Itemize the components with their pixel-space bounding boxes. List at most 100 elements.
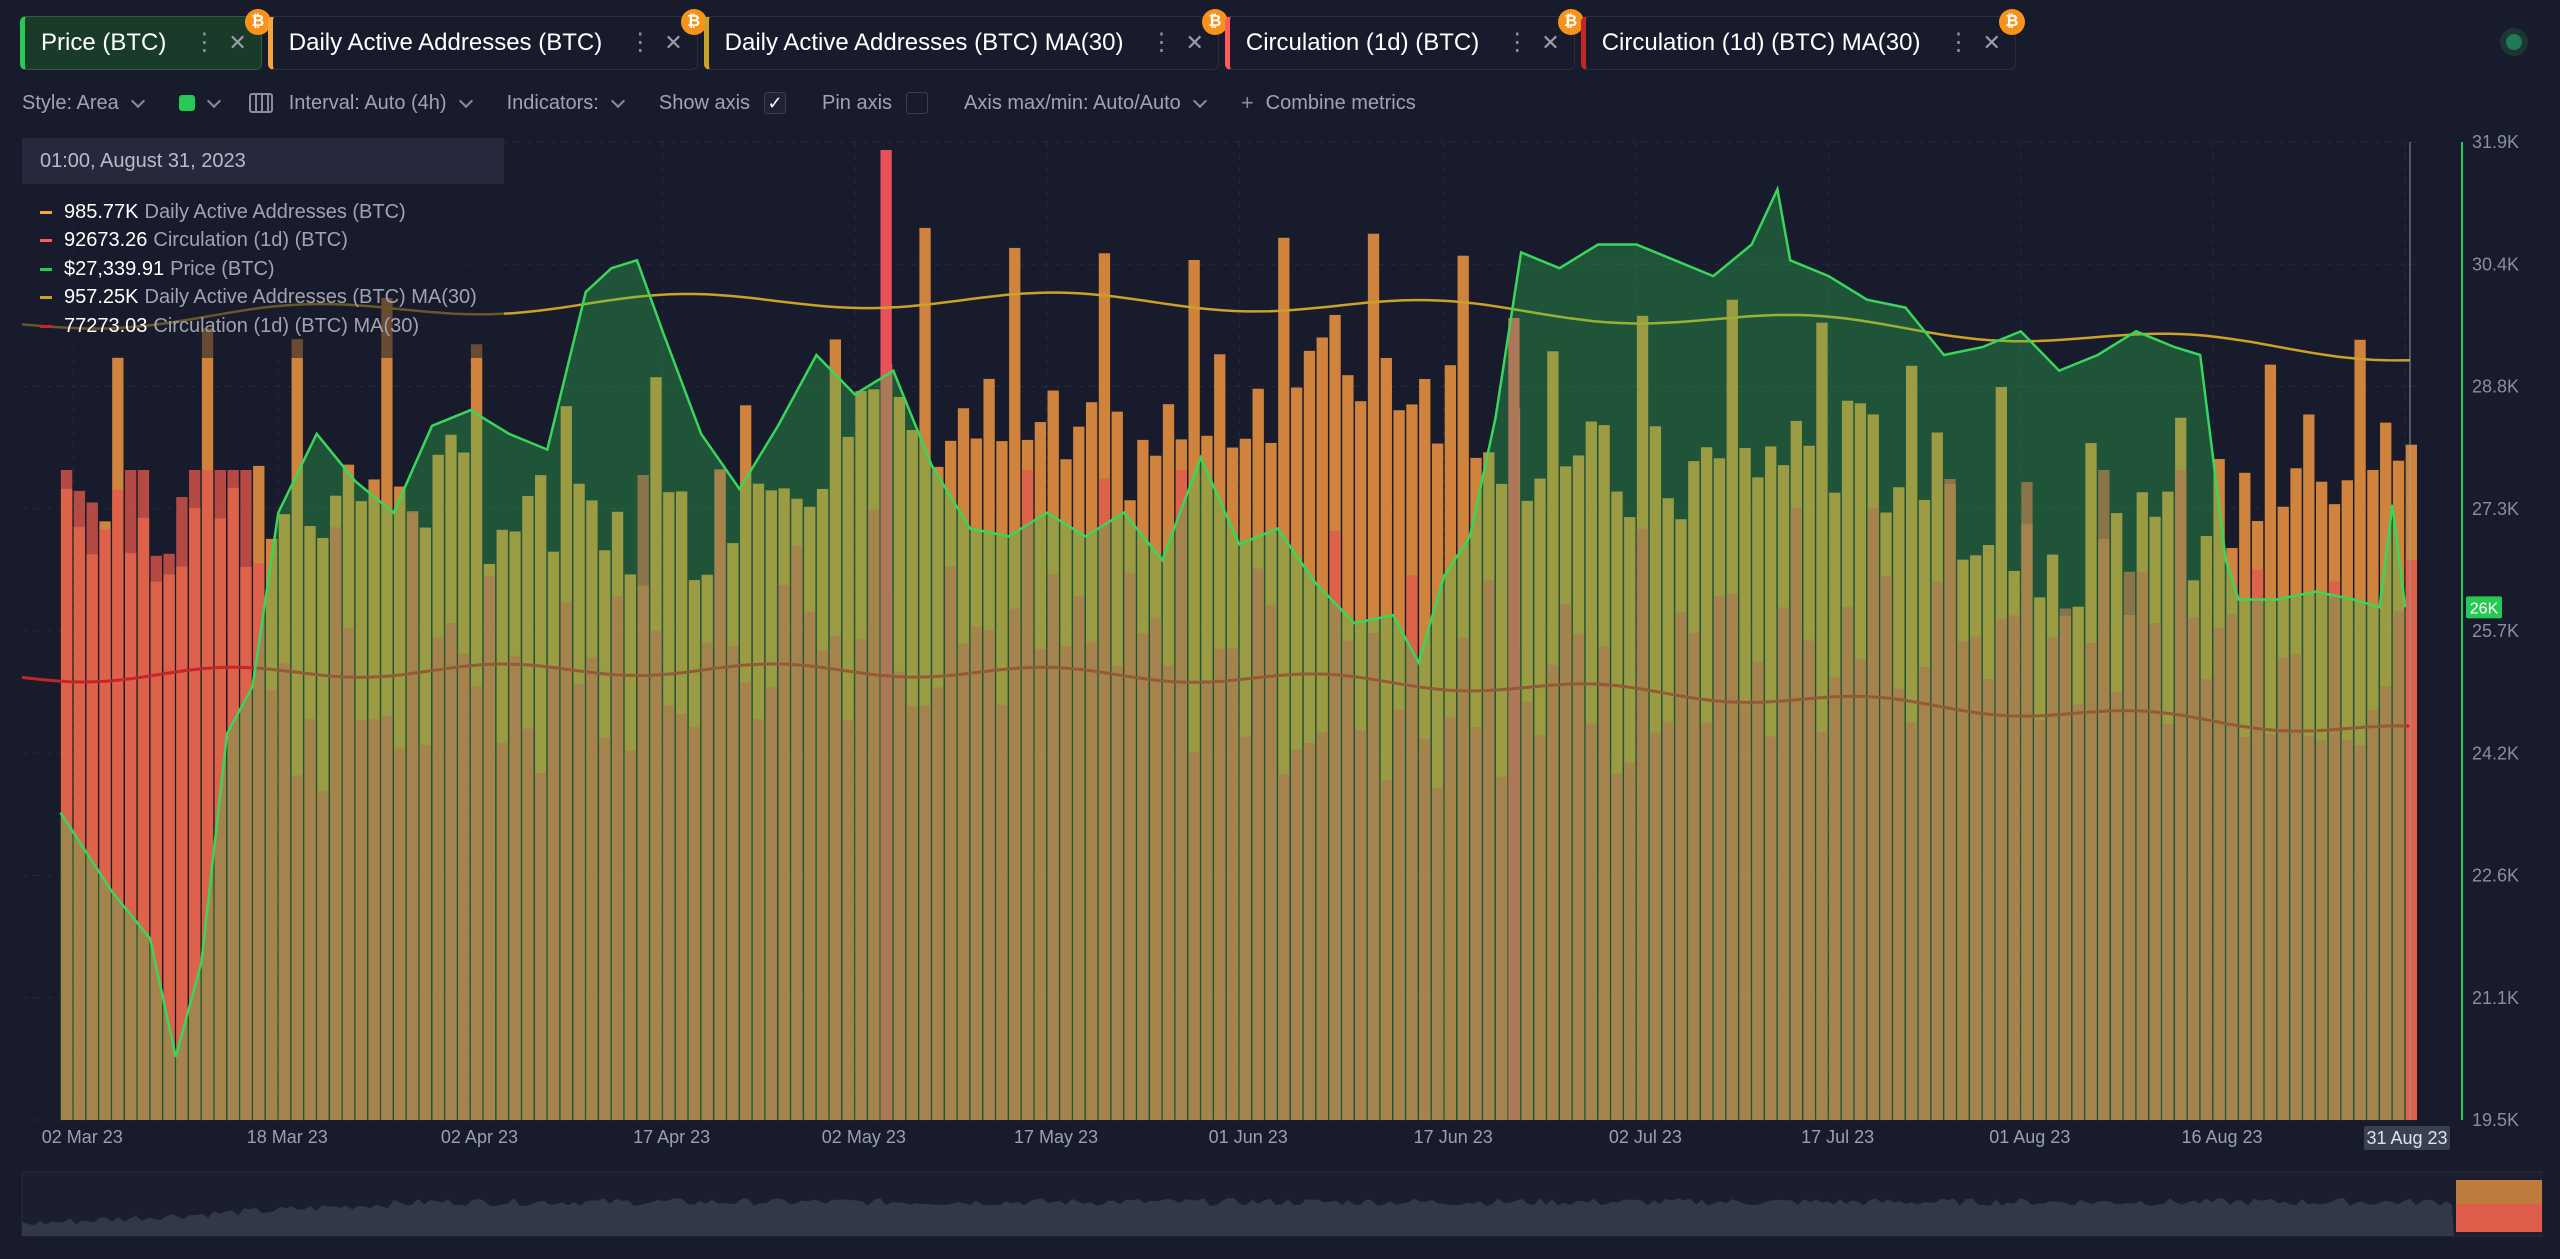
- close-icon[interactable]: ✕: [1982, 30, 2001, 55]
- y-tick-label: 28.8K: [2472, 377, 2519, 397]
- circulation-bar: [419, 744, 432, 1120]
- circulation-bar: [2085, 642, 2097, 1120]
- circulation-bar: [1829, 677, 1841, 1120]
- circulation-bar: [919, 705, 931, 1120]
- bitcoin-icon: ₿: [680, 9, 707, 35]
- circulation-bar: [163, 553, 175, 1120]
- circulation-bar: [1047, 574, 1059, 1120]
- tab-circulation-1d[interactable]: Circulation (1d) (BTC) ⋮ ✕ ₿: [1224, 9, 1584, 70]
- x-tick-label: 01 Aug 23: [1989, 1127, 2070, 1147]
- tooltip-row: 957.25K Daily Active Addresses (BTC) MA(…: [40, 284, 504, 313]
- circulation-bar: [1790, 508, 1802, 1120]
- circulation-bar: [394, 748, 406, 1120]
- circulation-bar: [637, 474, 649, 1120]
- x-tick-label: 02 Apr 23: [441, 1127, 518, 1147]
- style-dropdown[interactable]: Style: Area: [22, 92, 145, 115]
- circulation-bar: [1982, 678, 1995, 1120]
- tab-label: Price (BTC): [41, 29, 167, 56]
- circulation-bar: [650, 630, 662, 1120]
- circulation-bar: [1752, 661, 1764, 1120]
- circulation-bar: [829, 636, 842, 1120]
- circulation-spike-bar: [880, 150, 892, 1120]
- checkbox-empty-icon[interactable]: [906, 92, 929, 114]
- tab-daily-active-addresses[interactable]: Daily Active Addresses (BTC) ⋮ ✕ ₿: [267, 9, 707, 70]
- circulation-bar: [342, 627, 355, 1120]
- bitcoin-icon: ₿: [1998, 9, 2025, 35]
- tooltip-row: 985.77K Daily Active Addresses (BTC): [40, 198, 504, 227]
- circulation-bar: [2264, 734, 2277, 1120]
- indicators-dropdown[interactable]: Indicators:: [507, 92, 625, 115]
- circulation-bar: [1380, 780, 1392, 1120]
- circulation-bar: [2136, 571, 2148, 1120]
- circulation-bar: [1009, 608, 1021, 1120]
- circulation-bar: [1700, 722, 1713, 1120]
- circulation-bar: [1918, 667, 1931, 1120]
- x-tick-label: 17 May 23: [1014, 1127, 1098, 1147]
- navigator-selection-circulation: [2456, 1204, 2542, 1232]
- circulation-bar: [1252, 568, 1264, 1120]
- active-addresses-bar: [2354, 339, 2366, 1120]
- circulation-bar: [2149, 623, 2161, 1120]
- tab-price-btc[interactable]: Price (BTC) ⋮ ✕ ₿: [20, 9, 271, 70]
- tab-circulation-1d-ma30[interactable]: Circulation (1d) (BTC) MA(30) ⋮ ✕ ₿: [1580, 9, 2025, 70]
- tooltip-value: 985.77K: [64, 200, 139, 223]
- combine-metrics-button[interactable]: + Combine metrics: [1241, 90, 1416, 116]
- circulation-bar: [1854, 659, 1867, 1120]
- circulation-bar: [432, 637, 444, 1120]
- tooltip-series-name: Daily Active Addresses (BTC) MA(30): [144, 286, 477, 309]
- axes: 02 Mar 23 18 Mar 23 02 Apr 23 17 Apr 23 02 M…: [42, 132, 2519, 1150]
- x-tick-label: 17 Jul 23: [1801, 1127, 1874, 1147]
- x-tick-label: 17 Apr 23: [633, 1127, 710, 1147]
- price-area: [59, 185, 2407, 1121]
- circulation-bar: [2251, 569, 2264, 1120]
- pin-axis-toggle[interactable]: Pin axis: [822, 91, 929, 115]
- circulation-bar: [2008, 615, 2020, 1120]
- circulation-bar: [1239, 736, 1252, 1120]
- bitcoin-icon: ₿: [1201, 9, 1228, 35]
- price-area-fill: [60, 189, 2406, 1121]
- active-addresses-bar: [1431, 443, 1444, 1120]
- x-tick-label: 02 Mar 23: [42, 1127, 123, 1147]
- circulation-bar: [1675, 611, 1687, 1120]
- pin-axis-label: Pin axis: [822, 91, 893, 114]
- circulation-bar: [1560, 603, 1572, 1120]
- tooltip-row: $27,339.91 Price (BTC): [40, 255, 504, 284]
- tab-label: Daily Active Addresses (BTC) MA(30): [724, 29, 1124, 56]
- circulation-bar: [1367, 633, 1380, 1120]
- circulation-bar: [1406, 575, 1418, 1120]
- tooltip-series-name: Daily Active Addresses (BTC): [144, 200, 406, 223]
- hover-tooltip: 01:00, August 31, 2023 985.77K Daily Act…: [22, 138, 504, 358]
- circulation-bar: [1803, 640, 1815, 1120]
- circulation-bar: [2354, 745, 2366, 1120]
- interval-dropdown[interactable]: Interval: Auto (4h): [248, 92, 473, 115]
- circulation-bar: [2303, 736, 2315, 1120]
- color-picker[interactable]: [178, 93, 221, 111]
- active-addresses-bar: [1316, 337, 1328, 1120]
- x-tick-label: 02 Jul 23: [1609, 1127, 1682, 1147]
- circulation-bar: [893, 671, 906, 1120]
- bar-series: [60, 150, 2417, 1121]
- circulation-bar: [560, 602, 572, 1120]
- close-icon[interactable]: ✕: [1541, 30, 1560, 55]
- close-icon[interactable]: ✕: [664, 30, 683, 55]
- circulation-bar: [1816, 732, 1828, 1120]
- chart-toolbar: Style: Area Interval: Auto (4h) Indicato…: [22, 88, 1452, 118]
- close-icon[interactable]: ✕: [1185, 30, 1204, 55]
- close-icon[interactable]: ✕: [228, 30, 247, 55]
- tab-daily-active-addresses-ma30[interactable]: Daily Active Addresses (BTC) MA(30) ⋮ ✕ …: [703, 9, 1228, 70]
- axis-maxmin-dropdown[interactable]: Axis max/min: Auto/Auto: [964, 92, 1207, 115]
- show-axis-toggle[interactable]: Show axis ✓: [659, 92, 787, 115]
- tooltip-value: 77273.03: [64, 314, 148, 337]
- series-marker: [40, 296, 52, 300]
- circulation-bar: [1342, 641, 1354, 1120]
- circulation-bar: [137, 470, 150, 1120]
- circulation-bar: [2162, 723, 2174, 1120]
- combine-metrics-label: Combine metrics: [1265, 91, 1416, 114]
- checkmark-icon[interactable]: ✓: [764, 92, 787, 114]
- circulation-bar: [73, 490, 86, 1120]
- x-tick-label: 01 Jun 23: [1209, 1127, 1288, 1147]
- circulation-bar: [125, 470, 137, 1120]
- circulation-bar: [1444, 717, 1457, 1120]
- circulation-bar: [752, 719, 765, 1120]
